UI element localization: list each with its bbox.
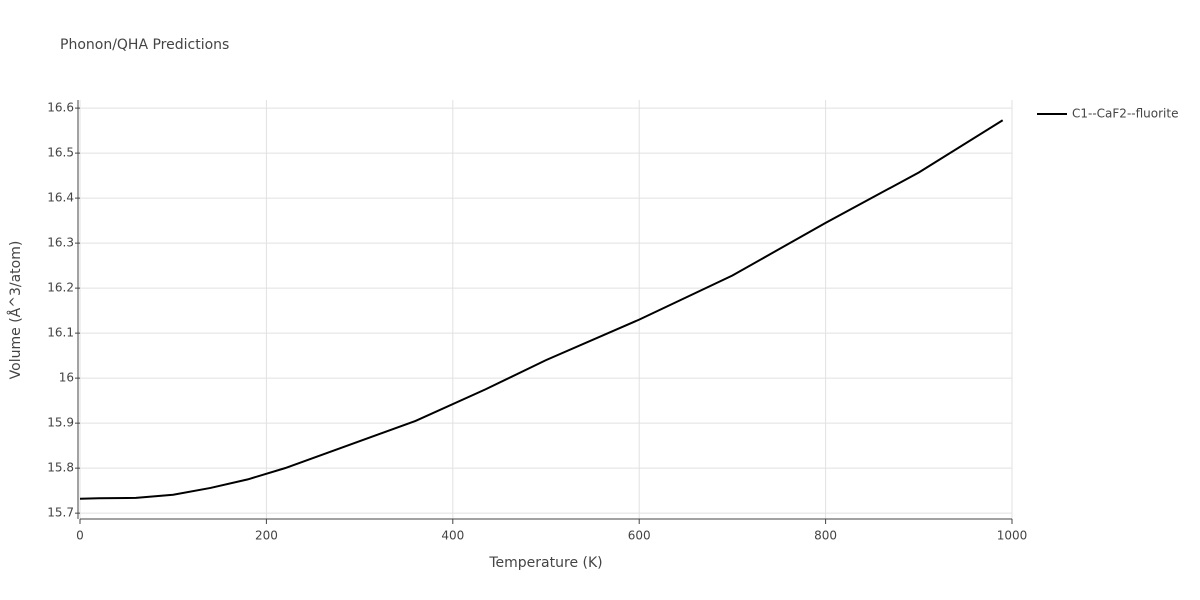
legend-label: C1--CaF2--fluorite: [1072, 107, 1178, 121]
y-tick-label: 16.2: [47, 281, 74, 295]
y-tick-label: 15.8: [47, 461, 74, 475]
y-axis-label: Volume (Å^3/atom): [7, 241, 24, 380]
y-tick-label: 16.6: [47, 101, 74, 115]
y-tick-label: 15.7: [47, 506, 74, 520]
y-tick-label: 16.1: [47, 326, 74, 340]
x-tick-label: 1000: [997, 529, 1028, 543]
x-tick-label: 0: [76, 529, 84, 543]
x-tick-label: 600: [628, 529, 651, 543]
y-tick-label: 16: [59, 371, 74, 385]
x-tick-label: 200: [255, 529, 278, 543]
y-tick-label: 15.9: [47, 416, 74, 430]
chart-title: Phonon/QHA Predictions: [60, 37, 229, 53]
y-tick-label: 16.3: [47, 236, 74, 250]
y-tick-label: 16.5: [47, 146, 74, 160]
x-axis-label: Temperature (K): [488, 555, 602, 571]
y-tick-label: 16.4: [47, 191, 74, 205]
x-tick-label: 800: [814, 529, 837, 543]
data-line: [79, 119, 1004, 500]
x-tick-label: 400: [441, 529, 464, 543]
